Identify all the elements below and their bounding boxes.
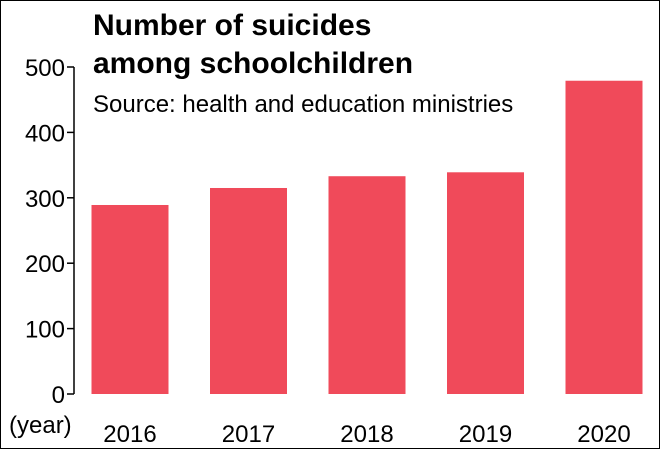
chart-title-line-2: among schoolchildren (93, 47, 413, 80)
x-category-label: 2018 (340, 421, 393, 448)
y-tick-label: 400 (25, 120, 65, 147)
x-labels-group: 2016 2017 2018 2019 2020 (103, 421, 630, 448)
y-ticks-group: 0 100 200 300 400 500 (25, 55, 74, 409)
y-tick-label: 200 (25, 251, 65, 278)
y-tick-label: 300 (25, 186, 65, 213)
bar-2016 (91, 204, 169, 394)
x-category-label: 2020 (577, 421, 630, 448)
x-category-label: 2016 (103, 421, 156, 448)
y-tick-label: 100 (25, 317, 65, 344)
x-axis-unit-label: (year) (9, 412, 72, 439)
x-category-label: 2017 (222, 421, 275, 448)
bars-group (91, 80, 643, 394)
bar-2017 (210, 187, 287, 394)
chart-title-line-1: Number of suicides (93, 9, 371, 42)
bar-2019 (447, 172, 524, 394)
x-category-label: 2019 (459, 421, 512, 448)
y-tick-label: 500 (25, 55, 65, 82)
chart-subtitle: Source: health and education ministries (93, 91, 513, 118)
y-tick-label: 0 (52, 382, 65, 409)
bar-2018 (328, 176, 406, 394)
bar-2020 (565, 80, 643, 394)
